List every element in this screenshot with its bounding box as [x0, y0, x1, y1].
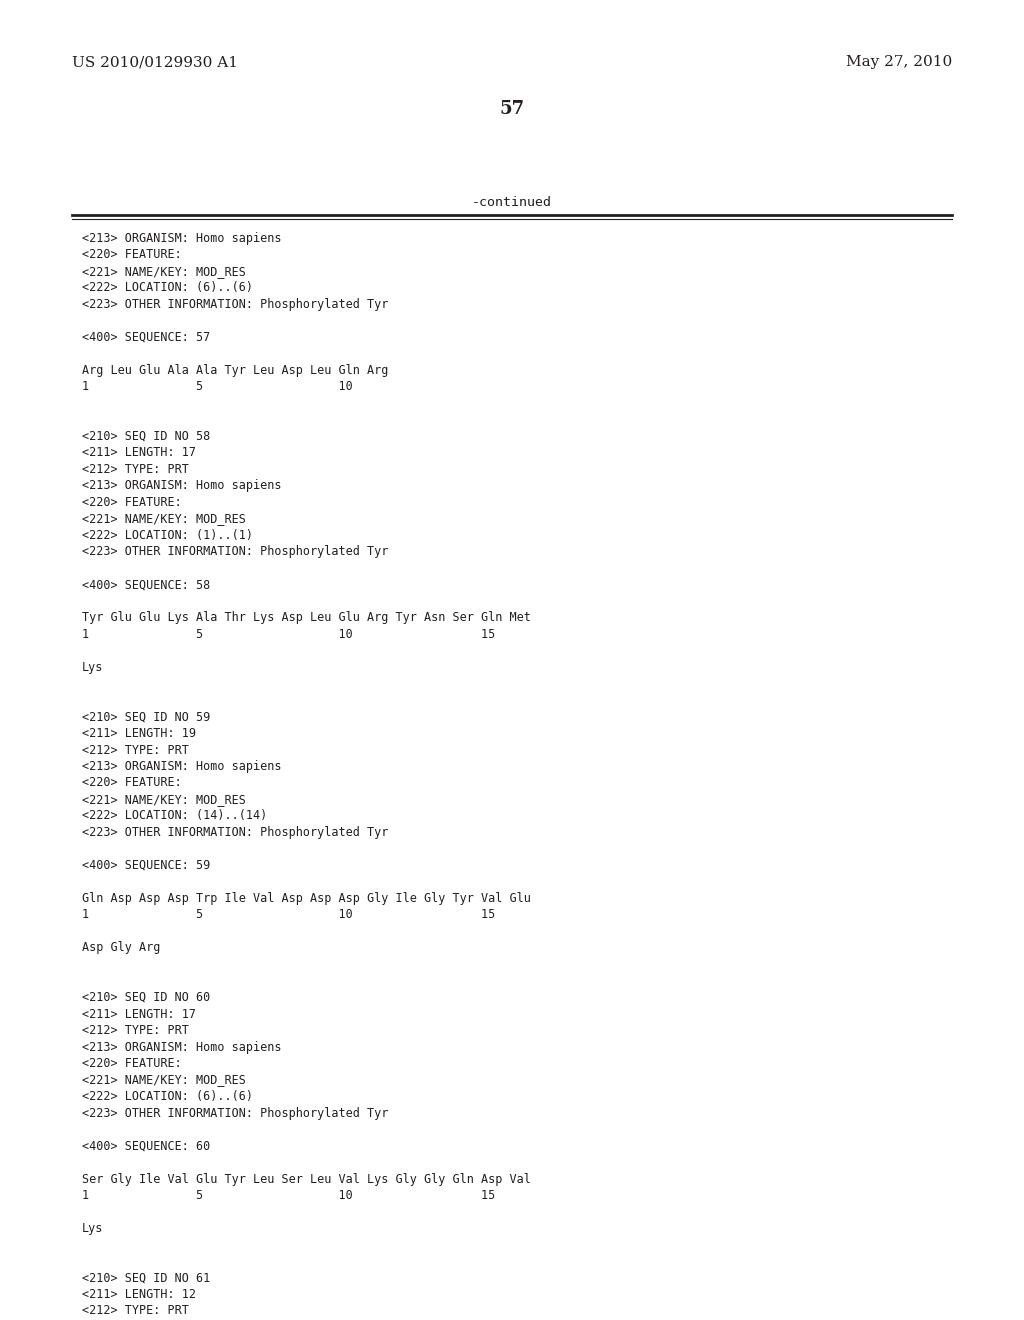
Text: <222> LOCATION: (6)..(6): <222> LOCATION: (6)..(6) [82, 1090, 253, 1104]
Text: Lys: Lys [82, 661, 103, 675]
Text: <223> OTHER INFORMATION: Phosphorylated Tyr: <223> OTHER INFORMATION: Phosphorylated … [82, 826, 388, 840]
Text: <211> LENGTH: 19: <211> LENGTH: 19 [82, 727, 196, 741]
Text: <210> SEQ ID NO 59: <210> SEQ ID NO 59 [82, 710, 210, 723]
Text: May 27, 2010: May 27, 2010 [846, 55, 952, 69]
Text: <400> SEQUENCE: 60: <400> SEQUENCE: 60 [82, 1139, 210, 1152]
Text: <210> SEQ ID NO 60: <210> SEQ ID NO 60 [82, 991, 210, 1005]
Text: Arg Leu Glu Ala Ala Tyr Leu Asp Leu Gln Arg: Arg Leu Glu Ala Ala Tyr Leu Asp Leu Gln … [82, 364, 388, 378]
Text: <400> SEQUENCE: 59: <400> SEQUENCE: 59 [82, 859, 210, 873]
Text: 1               5                   10: 1 5 10 [82, 380, 352, 393]
Text: <213> ORGANISM: Homo sapiens: <213> ORGANISM: Homo sapiens [82, 1040, 282, 1053]
Text: <211> LENGTH: 12: <211> LENGTH: 12 [82, 1288, 196, 1302]
Text: <213> ORGANISM: Homo sapiens: <213> ORGANISM: Homo sapiens [82, 232, 282, 246]
Text: <220> FEATURE:: <220> FEATURE: [82, 776, 181, 789]
Text: <221> NAME/KEY: MOD_RES: <221> NAME/KEY: MOD_RES [82, 793, 246, 807]
Text: <210> SEQ ID NO 61: <210> SEQ ID NO 61 [82, 1271, 210, 1284]
Text: <212> TYPE: PRT: <212> TYPE: PRT [82, 463, 188, 477]
Text: <210> SEQ ID NO 58: <210> SEQ ID NO 58 [82, 430, 210, 444]
Text: <222> LOCATION: (14)..(14): <222> LOCATION: (14)..(14) [82, 809, 267, 822]
Text: <220> FEATURE:: <220> FEATURE: [82, 496, 181, 510]
Text: <400> SEQUENCE: 57: <400> SEQUENCE: 57 [82, 331, 210, 345]
Text: -continued: -continued [472, 195, 552, 209]
Text: <223> OTHER INFORMATION: Phosphorylated Tyr: <223> OTHER INFORMATION: Phosphorylated … [82, 545, 388, 558]
Text: <221> NAME/KEY: MOD_RES: <221> NAME/KEY: MOD_RES [82, 1073, 246, 1086]
Text: <211> LENGTH: 17: <211> LENGTH: 17 [82, 446, 196, 459]
Text: <220> FEATURE:: <220> FEATURE: [82, 248, 181, 261]
Text: <212> TYPE: PRT: <212> TYPE: PRT [82, 1304, 188, 1317]
Text: 57: 57 [500, 100, 524, 117]
Text: <222> LOCATION: (1)..(1): <222> LOCATION: (1)..(1) [82, 529, 253, 543]
Text: <213> ORGANISM: Homo sapiens: <213> ORGANISM: Homo sapiens [82, 760, 282, 774]
Text: <221> NAME/KEY: MOD_RES: <221> NAME/KEY: MOD_RES [82, 512, 246, 525]
Text: <212> TYPE: PRT: <212> TYPE: PRT [82, 1024, 188, 1038]
Text: Asp Gly Arg: Asp Gly Arg [82, 941, 161, 954]
Text: 1               5                   10                  15: 1 5 10 15 [82, 1189, 496, 1203]
Text: <400> SEQUENCE: 58: <400> SEQUENCE: 58 [82, 578, 210, 591]
Text: Lys: Lys [82, 1222, 103, 1236]
Text: 1               5                   10                  15: 1 5 10 15 [82, 908, 496, 921]
Text: <213> ORGANISM: Homo sapiens: <213> ORGANISM: Homo sapiens [82, 479, 282, 492]
Text: Tyr Glu Glu Lys Ala Thr Lys Asp Leu Glu Arg Tyr Asn Ser Gln Met: Tyr Glu Glu Lys Ala Thr Lys Asp Leu Glu … [82, 611, 530, 624]
Text: <211> LENGTH: 17: <211> LENGTH: 17 [82, 1007, 196, 1020]
Text: US 2010/0129930 A1: US 2010/0129930 A1 [72, 55, 238, 69]
Text: <221> NAME/KEY: MOD_RES: <221> NAME/KEY: MOD_RES [82, 265, 246, 279]
Text: <220> FEATURE:: <220> FEATURE: [82, 1057, 181, 1071]
Text: <212> TYPE: PRT: <212> TYPE: PRT [82, 743, 188, 756]
Text: Ser Gly Ile Val Glu Tyr Leu Ser Leu Val Lys Gly Gly Gln Asp Val: Ser Gly Ile Val Glu Tyr Leu Ser Leu Val … [82, 1172, 530, 1185]
Text: <223> OTHER INFORMATION: Phosphorylated Tyr: <223> OTHER INFORMATION: Phosphorylated … [82, 298, 388, 312]
Text: Gln Asp Asp Asp Trp Ile Val Asp Asp Asp Gly Ile Gly Tyr Val Glu: Gln Asp Asp Asp Trp Ile Val Asp Asp Asp … [82, 892, 530, 906]
Text: <223> OTHER INFORMATION: Phosphorylated Tyr: <223> OTHER INFORMATION: Phosphorylated … [82, 1106, 388, 1119]
Text: <222> LOCATION: (6)..(6): <222> LOCATION: (6)..(6) [82, 281, 253, 294]
Text: 1               5                   10                  15: 1 5 10 15 [82, 628, 496, 642]
